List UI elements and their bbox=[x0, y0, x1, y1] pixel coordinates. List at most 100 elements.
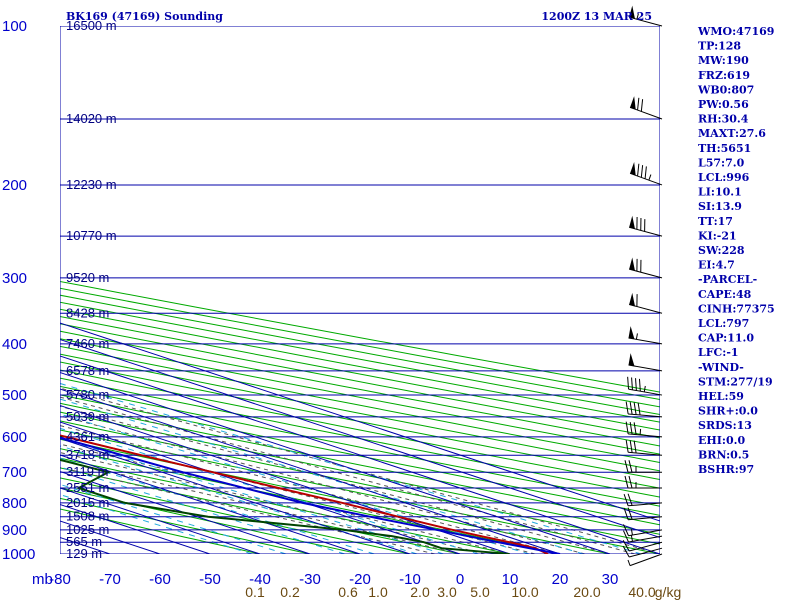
pressure-tick-label: 100 bbox=[2, 18, 27, 35]
barb-half bbox=[635, 333, 638, 340]
sounding-index: WMO:47169 bbox=[697, 25, 774, 38]
barb-staff bbox=[629, 16, 663, 27]
wind-barb bbox=[629, 162, 663, 186]
sounding-index: L57:7.0 bbox=[698, 156, 745, 169]
height-tick-label: 7460 m bbox=[66, 336, 109, 351]
sounding-index: SRDS:13 bbox=[698, 419, 752, 432]
temperature-tick-label: 30 bbox=[602, 571, 619, 588]
sounding-index: CAP:11.0 bbox=[698, 332, 754, 345]
temperature-tick-label: -50 bbox=[199, 571, 221, 588]
height-tick-label: 14020 m bbox=[66, 111, 117, 126]
barb-pennant bbox=[630, 96, 636, 110]
barb-full bbox=[629, 402, 633, 415]
sounding-index: CINH:77375 bbox=[698, 302, 775, 315]
height-tick-label: 9520 m bbox=[66, 270, 109, 285]
barb-full bbox=[624, 475, 629, 489]
barb-staff bbox=[628, 535, 663, 543]
sounding-index: TT:17 bbox=[698, 215, 733, 228]
temperature-tick-label: 10 bbox=[502, 571, 519, 588]
barb-full bbox=[640, 99, 644, 112]
sounding-index: TP:128 bbox=[698, 40, 741, 53]
sounding-index: HEL:59 bbox=[698, 390, 744, 403]
pressure-tick-label: 900 bbox=[2, 522, 27, 539]
barb-half bbox=[648, 174, 652, 181]
sounding-index: MW:190 bbox=[698, 54, 749, 67]
barb-full bbox=[624, 460, 629, 473]
barb-staff bbox=[628, 502, 663, 507]
mixing-ratio-tick-label: 0.1 bbox=[245, 584, 265, 600]
temperature-tick-label: 20 bbox=[552, 571, 569, 588]
barb-pennant bbox=[629, 292, 635, 307]
height-tick-label: 2015 m bbox=[66, 495, 109, 510]
isotherms bbox=[60, 322, 660, 554]
barb-full bbox=[635, 378, 637, 391]
temperature-tick-label: -30 bbox=[299, 571, 321, 588]
wind-barb bbox=[629, 215, 663, 237]
barb-full bbox=[625, 421, 629, 434]
sounding-index: FRZ:619 bbox=[698, 69, 750, 82]
barb-staff bbox=[628, 413, 663, 418]
isotherm bbox=[60, 338, 660, 539]
barb-half bbox=[630, 535, 633, 542]
barb-full bbox=[633, 422, 637, 435]
wind-barb bbox=[624, 475, 662, 489]
moist-adiabat bbox=[60, 425, 561, 554]
barb-pennant bbox=[629, 5, 635, 19]
sounding-time: 1200Z 13 MAR 25 bbox=[541, 10, 652, 23]
barb-full bbox=[628, 460, 633, 473]
barb-staff bbox=[629, 226, 663, 237]
wind-barb bbox=[623, 524, 663, 537]
barb-full bbox=[623, 507, 629, 520]
barb-pennant bbox=[628, 353, 635, 367]
moist-adiabat bbox=[60, 452, 486, 554]
barb-full bbox=[629, 440, 633, 453]
isobars bbox=[60, 26, 660, 554]
barb-staff bbox=[628, 516, 663, 521]
barb-half bbox=[636, 13, 639, 20]
barb-pennant bbox=[629, 215, 635, 229]
barb-half bbox=[643, 385, 646, 393]
barb-full bbox=[627, 376, 630, 390]
barb-full bbox=[622, 545, 630, 558]
mixing-ratio-tick-label: 40.0 bbox=[628, 584, 655, 600]
wind-barb bbox=[625, 421, 663, 438]
sounding-index: PW:0.56 bbox=[698, 98, 749, 111]
sounding-index: BSHR:97 bbox=[698, 463, 754, 476]
barb-pennant bbox=[628, 326, 635, 340]
pressure-tick-label: 1000 bbox=[2, 546, 35, 563]
sounding-index: -PARCEL- bbox=[698, 273, 757, 286]
temperature-tick-label: -40 bbox=[249, 571, 271, 588]
sounding-index: STM:277/19 bbox=[698, 375, 773, 388]
wind-barb bbox=[622, 545, 663, 558]
sounding-index: LI:10.1 bbox=[698, 186, 742, 199]
barb-staff bbox=[629, 553, 663, 567]
height-tick-label: 8428 m bbox=[66, 305, 109, 320]
wind-barb bbox=[623, 507, 663, 521]
height-tick-label: 10770 m bbox=[66, 228, 117, 243]
barb-pennant bbox=[630, 162, 636, 176]
isotherm bbox=[60, 355, 660, 554]
sounding-index: EHI:0.0 bbox=[698, 434, 745, 447]
barb-full bbox=[629, 421, 633, 435]
wind-barb bbox=[627, 376, 663, 396]
height-tick-label: 5039 m bbox=[66, 409, 109, 424]
sounding-index: LCL:797 bbox=[698, 317, 749, 330]
pressure-tick-label: 800 bbox=[2, 495, 27, 512]
barb-staff bbox=[628, 337, 663, 345]
wind-barb bbox=[625, 401, 663, 418]
dry-adiabat bbox=[60, 411, 660, 535]
isotherm bbox=[60, 454, 361, 554]
barb-full bbox=[627, 507, 633, 520]
sounding-index: SI:13.9 bbox=[698, 200, 742, 213]
isotherm bbox=[60, 437, 411, 554]
sounding-index: RH:30.4 bbox=[698, 113, 749, 126]
pressure-tick-label: 300 bbox=[2, 270, 27, 287]
station-title: BK169 (47169) Sounding bbox=[66, 10, 223, 23]
sounding-index: -WIND- bbox=[698, 361, 744, 374]
dry-adiabat bbox=[60, 477, 411, 554]
temperature-tick-label: -70 bbox=[99, 571, 121, 588]
barb-full bbox=[633, 402, 637, 415]
barb-staff bbox=[629, 268, 663, 279]
sounding-index: MAXT:27.6 bbox=[698, 127, 766, 140]
mixing-ratio-tick-label: g/kg bbox=[655, 584, 681, 600]
